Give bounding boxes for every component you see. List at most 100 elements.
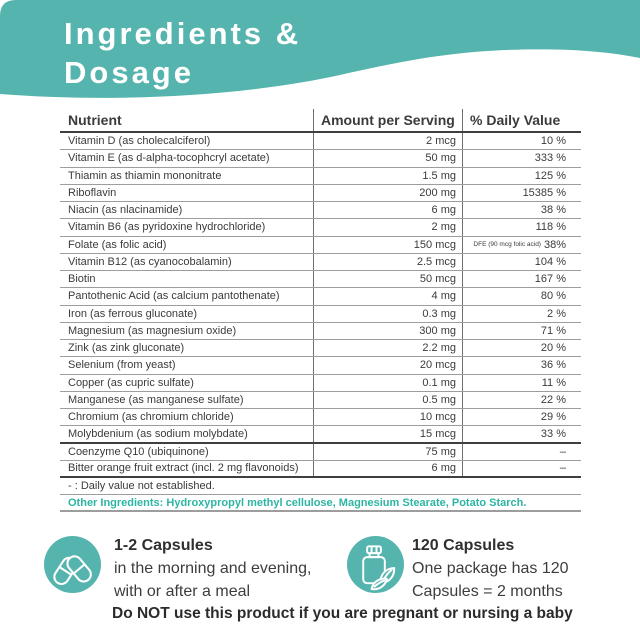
nutrient-cell: Folate (as folic acid)	[68, 238, 167, 251]
dv-value: 125 %	[534, 169, 566, 182]
dv-cell: 15385 %	[462, 184, 581, 201]
nutrient-cell: Copper (as cupric sulfate)	[68, 376, 194, 389]
nutrient-cell: Niacin (as nlacinamide)	[68, 204, 183, 217]
table-row: Manganese (as manganese sulfate) 0.5 mg …	[60, 391, 581, 409]
table-row: Iron (as ferrous gluconate) 0.3 mg 2 %	[60, 305, 581, 323]
dv-cell: 2 %	[462, 305, 581, 322]
other-ingredients-note: Other Ingredients: Hydroxypropyl methyl …	[60, 495, 581, 512]
dosage-title: 1-2 Capsules	[114, 537, 213, 554]
nutrient-cell: Manganese (as manganese sulfate)	[68, 393, 244, 406]
table-row: Zink (as zink gluconate) 2.2 mg 20 %	[60, 340, 581, 358]
dv-value: –	[559, 462, 566, 475]
nutrient-cell: Pantothenic Acid (as calcium pantothenat…	[68, 290, 280, 303]
amount-cell: 0.1 mg	[313, 374, 462, 391]
amount-cell: 6 mg	[313, 202, 462, 219]
amount-cell: 15 mcg	[313, 426, 462, 442]
dv-value: 118 %	[535, 221, 566, 234]
table-row: Molybdenium (as sodium molybdate) 15 mcg…	[60, 426, 581, 444]
dv-cell: 10 %	[462, 133, 581, 150]
nutrient-cell: Vitamin B12 (as cyanocobalamin)	[68, 255, 232, 268]
nutrient-cell: Zink (as zink gluconate)	[68, 342, 185, 355]
amount-cell: 2 mcg	[313, 133, 462, 150]
table-row: Vitamin D (as cholecalciferol) 2 mcg 10 …	[60, 133, 581, 151]
table-body: Vitamin D (as cholecalciferol) 2 mcg 10 …	[60, 133, 581, 478]
page-title-line2: Dosage	[64, 55, 194, 90]
amount-cell: 2.2 mg	[313, 340, 462, 357]
package-info: 120 Capsules One package has 120 Capsule…	[412, 534, 569, 603]
nutrient-cell: Selenium (from yeast)	[68, 359, 176, 372]
dv-value: 10 %	[540, 135, 566, 148]
dv-cell: 104 %	[462, 253, 581, 270]
dv-cell: 71 %	[462, 322, 581, 339]
nutrient-cell: Iron (as ferrous gluconate)	[68, 307, 198, 320]
capsules-icon	[44, 536, 101, 593]
table-row: Thiamin as thiamin mononitrate 1.5 mg 12…	[60, 167, 581, 185]
dv-cell: –	[462, 460, 581, 476]
dv-cell: 33 %	[462, 426, 581, 442]
dv-cell: 125 %	[462, 167, 581, 184]
amount-cell: 1.5 mg	[313, 167, 462, 184]
package-title: 120 Capsules	[412, 537, 515, 554]
nutrient-cell: Bitter orange fruit extract (incl. 2 mg …	[68, 462, 299, 475]
nutrient-cell: Magnesium (as magnesium oxide)	[68, 324, 237, 337]
table-row: Vitamin B6 (as pyridoxine hydrochloride)…	[60, 219, 581, 237]
amount-cell: 10 mcg	[313, 409, 462, 426]
dv-value: 333 %	[534, 152, 566, 165]
table-row: Folate (as folic acid) 150 mcg DFE (90 m…	[60, 236, 581, 254]
dv-value: 80 %	[540, 290, 566, 303]
dv-value: 11 %	[541, 376, 566, 389]
bottle-leaves-icon	[347, 536, 404, 593]
dv-cell: 80 %	[462, 288, 581, 305]
table-row: Vitamin E (as d-alpha-tocophcryl acetate…	[60, 150, 581, 168]
dv-cell: 333 %	[462, 150, 581, 167]
table-row: Coenzyme Q10 (ubiquinone) 75 mg –	[60, 443, 581, 461]
dosage-line1: in the morning and evening,	[114, 560, 312, 577]
dv-value: 71 %	[540, 324, 566, 337]
dv-value: 104 %	[534, 255, 566, 268]
dv-cell: 20 %	[462, 340, 581, 357]
amount-cell: 20 mcg	[313, 357, 462, 374]
amount-cell: 2.5 mcg	[313, 253, 462, 270]
dv-value: 36 %	[540, 359, 566, 372]
dv-cell: 11 %	[462, 374, 581, 391]
table-row: Bitter orange fruit extract (incl. 2 mg …	[60, 460, 581, 478]
nutrient-cell: Riboflavin	[68, 186, 117, 199]
dv-value: 33 %	[540, 427, 566, 440]
dv-cell: 167 %	[462, 271, 581, 288]
dv-value: 38%	[543, 238, 566, 251]
table-row: Chromium (as chromium chloride) 10 mcg 2…	[60, 409, 581, 427]
dv-cell: –	[462, 443, 581, 460]
amount-cell: 0.3 mg	[313, 305, 462, 322]
dv-cell: 29 %	[462, 409, 581, 426]
table-row: Riboflavin 200 mg 15385 %	[60, 184, 581, 202]
amount-cell: 300 mg	[313, 322, 462, 339]
dv-unit-note: DFE (90 mcg folic acid)	[473, 241, 541, 249]
dv-cell: 36 %	[462, 357, 581, 374]
column-header-nutrient: Nutrient	[68, 112, 122, 128]
amount-cell: 75 mg	[313, 443, 462, 460]
nutrient-cell: Biotin	[68, 273, 96, 286]
table-row: Copper (as cupric sulfate) 0.1 mg 11 %	[60, 374, 581, 392]
dv-value: 15385 %	[522, 186, 566, 199]
package-line2: Capsules = 2 months	[412, 583, 563, 600]
column-header-daily-value: % Daily Value	[462, 109, 581, 131]
table-row: Pantothenic Acid (as calcium pantothenat…	[60, 288, 581, 306]
dv-value: 38 %	[540, 204, 566, 217]
dosage-info: 1-2 Capsules in the morning and evening,…	[114, 534, 311, 603]
column-header-amount: Amount per Serving	[313, 109, 462, 131]
nutrient-cell: Thiamin as thiamin mononitrate	[68, 169, 222, 182]
table-row: Magnesium (as magnesium oxide) 300 mg 71…	[60, 322, 581, 340]
dv-value: 22 %	[540, 393, 566, 406]
amount-cell: 2 mg	[313, 219, 462, 236]
amount-cell: 4 mg	[313, 288, 462, 305]
dv-cell: 118 %	[462, 219, 581, 236]
dv-value: 29 %	[540, 411, 566, 424]
table-row: Vitamin B12 (as cyanocobalamin) 2.5 mcg …	[60, 253, 581, 271]
table-row: Biotin 50 mcg 167 %	[60, 271, 581, 289]
nutrient-cell: Vitamin E (as d-alpha-tocophcryl acetate…	[68, 152, 270, 165]
package-line1: One package has 120	[412, 560, 569, 577]
nutrient-cell: Coenzyme Q10 (ubiquinone)	[68, 445, 209, 458]
dv-cell: 38 %	[462, 202, 581, 219]
amount-cell: 200 mg	[313, 184, 462, 201]
dash-footnote: - : Daily value not established.	[60, 478, 581, 495]
